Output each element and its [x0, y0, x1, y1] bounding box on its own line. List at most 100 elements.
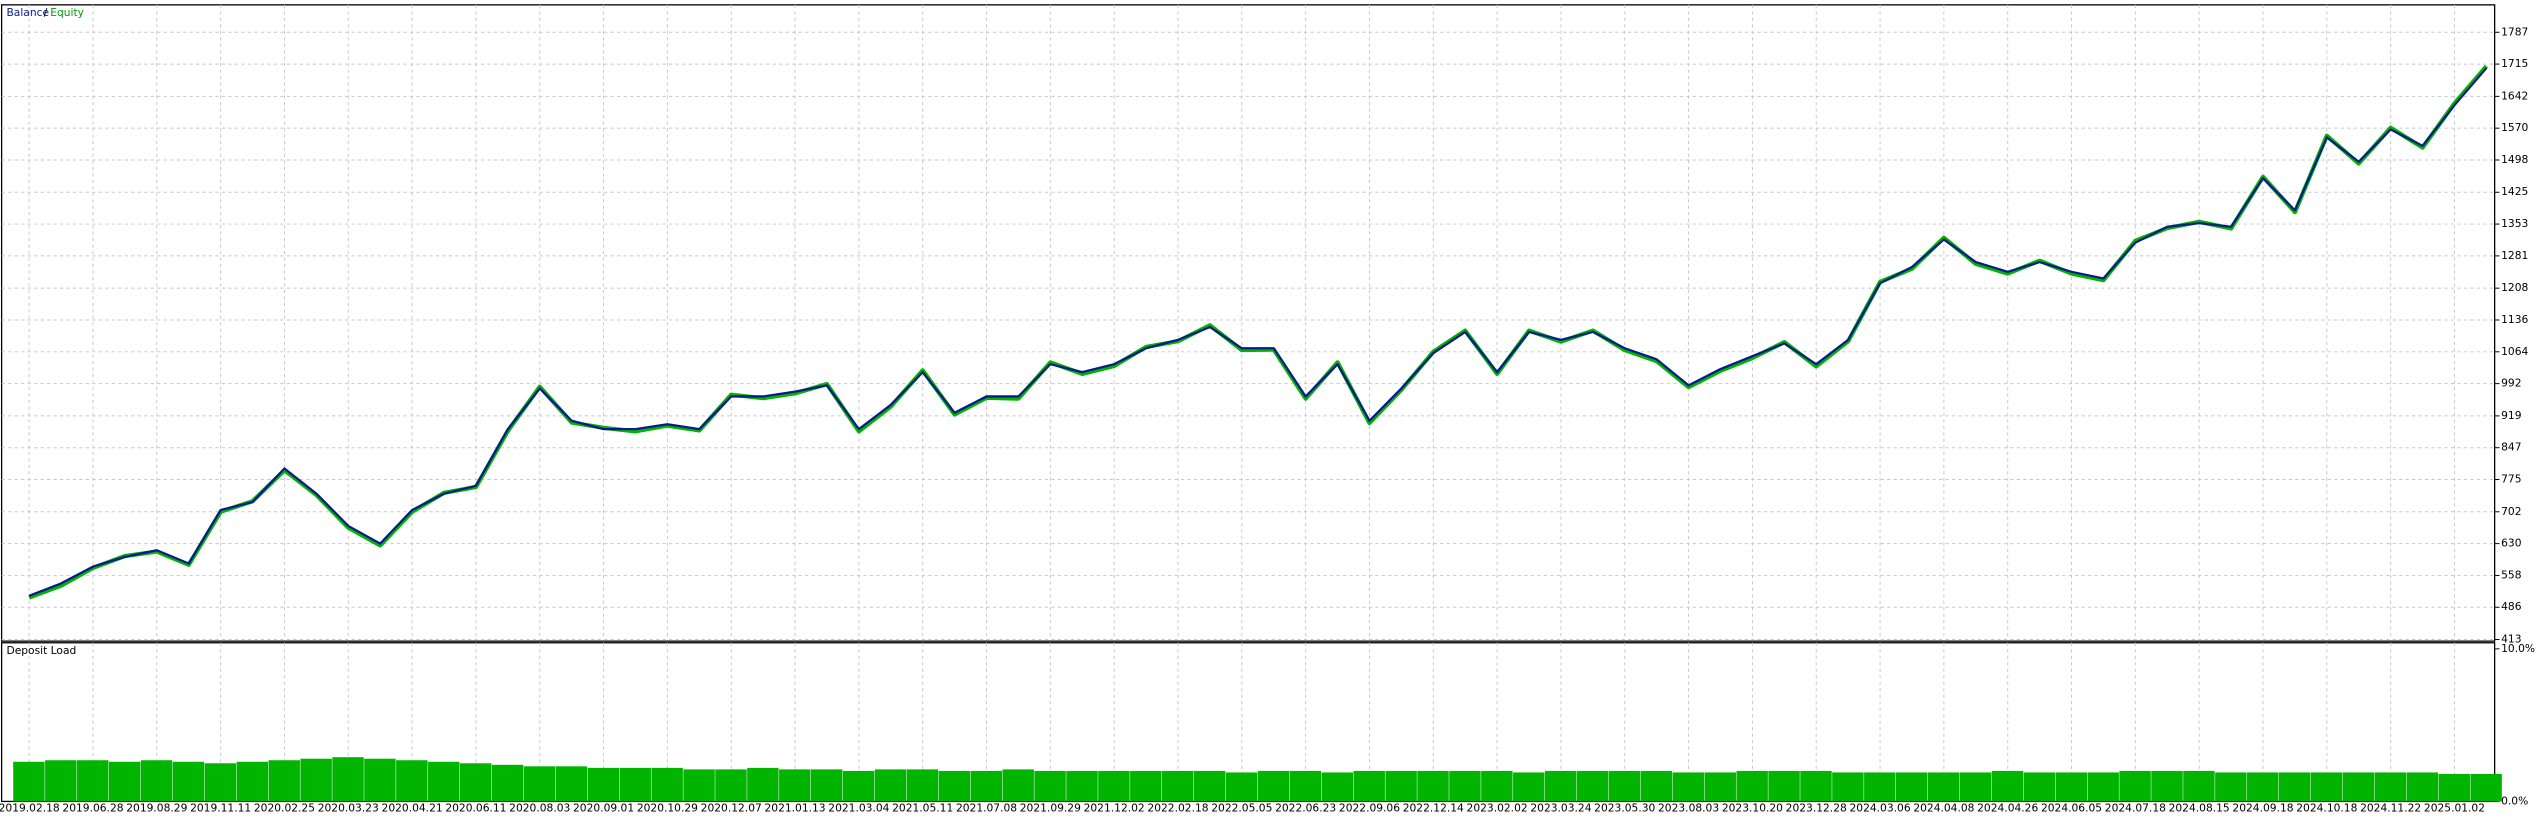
balance-panel — [0, 4, 2496, 642]
deposit-bar — [459, 763, 492, 802]
deposit-bar — [428, 761, 460, 802]
deposit-bar — [1257, 770, 1290, 802]
deposit-bar — [1736, 770, 1768, 802]
deposit-bar — [2055, 772, 2087, 802]
deposit-bar — [523, 766, 556, 802]
deposit-bar — [2183, 770, 2215, 802]
x-tick-label: 2024.06.05 — [2041, 802, 2102, 815]
deposit-bar — [2151, 770, 2183, 802]
deposit-bar — [1513, 772, 1545, 802]
x-tick-label: 2021.05.11 — [892, 802, 953, 815]
deposit-bar — [683, 769, 715, 802]
x-tick-label: 2021.01.13 — [764, 802, 825, 815]
deposit-bar — [555, 766, 588, 802]
deposit-bar — [172, 761, 205, 802]
deposit-bar — [1959, 772, 1992, 802]
deposit-bar — [1481, 770, 1513, 802]
x-tick-label: 2020.12.07 — [701, 802, 762, 815]
legend-separator: / — [44, 6, 48, 19]
deposit-bar — [651, 767, 683, 802]
x-tick-label: 2023.12.28 — [1786, 802, 1847, 815]
y-tick-label: 1498 — [2501, 153, 2528, 166]
deposit-bar — [619, 767, 651, 802]
deposit-bar — [364, 758, 396, 802]
y-tick-label: 0.0% — [2501, 794, 2528, 807]
deposit-bar — [2215, 772, 2247, 802]
x-tick-label: 2024.08.15 — [2169, 802, 2230, 815]
x-tick-label: 2023.10.20 — [1722, 802, 1783, 815]
x-tick-label: 2023.08.03 — [1658, 802, 1719, 815]
deposit-bar — [747, 767, 779, 802]
deposit-bar — [300, 758, 332, 802]
x-tick-label: 2020.08.03 — [509, 802, 570, 815]
x-tick-label: 2020.03.23 — [318, 802, 379, 815]
deposit-bar — [236, 761, 269, 802]
x-tick-label: 2019.02.18 — [0, 802, 60, 815]
deposit-bar — [1066, 770, 1098, 802]
x-tick-label: 2024.10.18 — [2296, 802, 2357, 815]
deposit-bar — [1640, 770, 1673, 802]
deposit-bar — [1608, 770, 1641, 802]
y-tick-label: 775 — [2501, 473, 2521, 486]
y-tick-label: 630 — [2501, 537, 2522, 550]
deposit-bar — [2406, 772, 2439, 802]
x-tick-label: 2023.05.30 — [1594, 802, 1655, 815]
deposit-bar — [1864, 772, 1896, 802]
x-tick-label: 2019.08.29 — [126, 802, 187, 815]
x-tick-label: 2024.04.08 — [1913, 802, 1974, 815]
deposit-bar — [970, 770, 1002, 802]
x-tick-label: 2022.09.06 — [1339, 802, 1400, 815]
x-tick-label: 2023.03.24 — [1530, 802, 1591, 815]
y-tick-label: 558 — [2501, 568, 2522, 581]
x-tick-label: 2021.09.29 — [1020, 802, 1081, 815]
deposit-bar — [1544, 770, 1577, 802]
deposit-bar — [140, 760, 173, 802]
deposit-bar — [108, 761, 141, 802]
deposit-bar — [77, 760, 109, 802]
deposit-bar — [715, 769, 747, 802]
deposit-bar — [779, 769, 811, 802]
deposit-bar — [1704, 772, 1736, 802]
marks — [13, 64, 2502, 802]
x-tick-label: 2024.07.18 — [2105, 802, 2166, 815]
y-tick-label: 1281 — [2501, 249, 2528, 262]
deposit-bar — [1832, 772, 1864, 802]
deposit-bar — [1927, 772, 1960, 802]
legend-balance: Balance — [6, 6, 49, 19]
x-tick-label: 2022.05.05 — [1211, 802, 1272, 815]
y-tick-label: 1787 — [2501, 25, 2528, 38]
deposit-bar — [2438, 773, 2470, 802]
x-tick-label: 2020.10.29 — [637, 802, 698, 815]
x-tick-label: 2020.09.01 — [573, 802, 634, 815]
deposit-bar — [906, 769, 939, 802]
deposit-title: Deposit Load — [6, 644, 76, 657]
y-tick-label: 1064 — [2501, 345, 2528, 358]
x-tick-label: 2024.03.06 — [1849, 802, 1910, 815]
deposit-bar — [2374, 772, 2407, 802]
deposit-bar — [332, 757, 364, 802]
deposit-bar — [2278, 772, 2311, 802]
y-tick-label: 1715 — [2501, 57, 2528, 70]
x-tick-label: 2020.02.25 — [254, 802, 315, 815]
y-tick-label: 1570 — [2501, 121, 2528, 134]
y-tick-label: 702 — [2501, 505, 2521, 518]
y-tick-label: 919 — [2501, 409, 2522, 422]
deposit-bar — [1353, 770, 1385, 802]
x-tick-label: 2025.01.02 — [2424, 802, 2485, 815]
deposit-bar — [1130, 770, 1162, 802]
deposit-bar — [491, 764, 524, 802]
deposit-bar — [1321, 772, 1354, 802]
x-tick-label: 2022.06.23 — [1275, 802, 1336, 815]
deposit-bar — [1991, 770, 2024, 802]
x-tick-label: 2021.07.08 — [956, 802, 1017, 815]
y-tick-label: 486 — [2501, 600, 2522, 613]
x-tick-label: 2019.06.28 — [62, 802, 123, 815]
y-tick-label: 10.0% — [2501, 642, 2535, 655]
deposit-bar — [1417, 770, 1449, 802]
x-tick-label: 2022.12.14 — [1403, 802, 1464, 815]
deposit-bar — [2342, 772, 2375, 802]
deposit-bar — [1449, 770, 1481, 802]
y-tick-label: 413 — [2501, 633, 2521, 646]
